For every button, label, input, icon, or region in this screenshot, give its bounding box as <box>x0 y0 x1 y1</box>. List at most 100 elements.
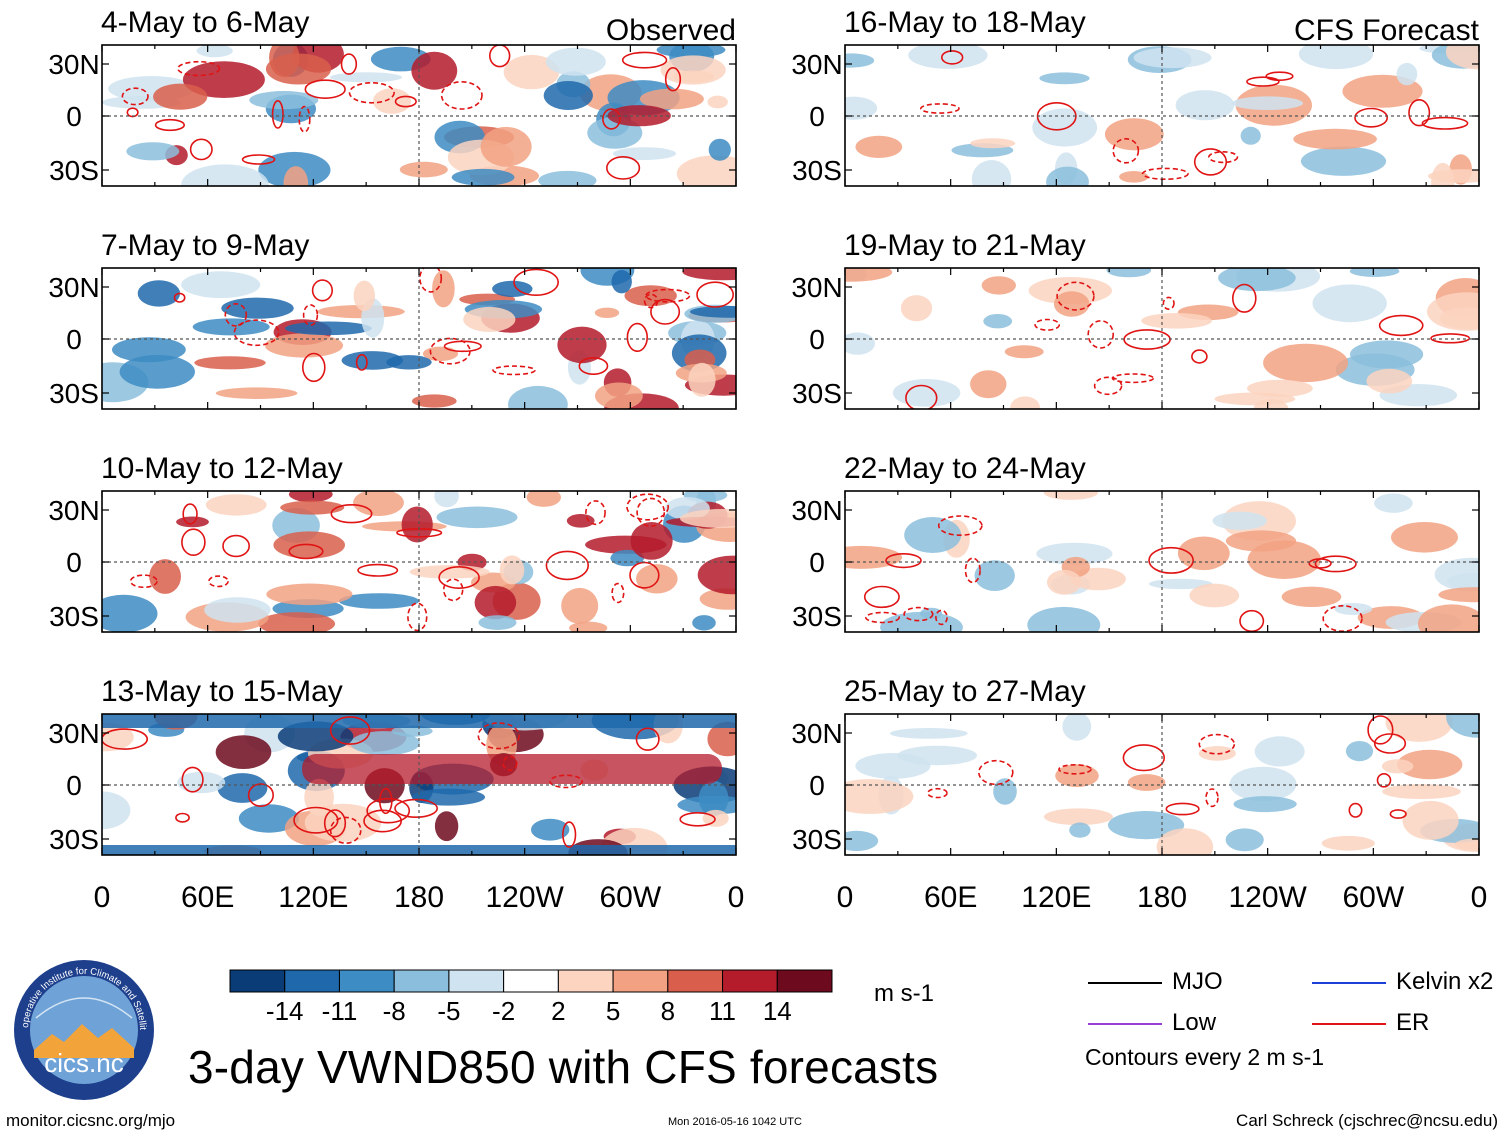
anomaly-blob <box>196 45 233 58</box>
colorbar-swatch <box>776 969 833 993</box>
anomaly-blob <box>845 830 879 851</box>
er-contour <box>301 352 326 383</box>
anomaly-blob <box>707 95 728 109</box>
er-contour <box>1198 733 1236 755</box>
map-panel-3: 30N 0 30S 10-May to 12-May <box>48 452 737 633</box>
colorbar-units: m s-1 <box>874 980 934 1007</box>
er-contours <box>102 716 716 848</box>
anomaly-blob <box>266 583 353 606</box>
anomaly-blob <box>1447 572 1479 590</box>
y-tick-label: 30S <box>792 155 842 186</box>
y-tick-label: 30S <box>49 601 99 632</box>
map-panel-6: 30N 0 30S 19-May to 21-May <box>791 229 1480 410</box>
x-tick-label: 120E <box>278 881 348 914</box>
er-contour <box>903 606 934 622</box>
er-contour <box>664 66 682 92</box>
footer-url[interactable]: monitor.cicsnc.org/mjo <box>6 1111 176 1130</box>
anomaly-blob <box>1047 569 1082 595</box>
er-contour <box>513 268 560 296</box>
x-tick-label: 120W <box>485 881 564 914</box>
y-tick-label: 0 <box>809 770 825 801</box>
anomaly-blob <box>265 53 332 85</box>
anomaly-blob <box>677 795 736 815</box>
anomaly-blob <box>1218 268 1296 292</box>
anomaly-blob <box>177 771 226 794</box>
anomaly-blob <box>624 285 677 307</box>
er-contour <box>329 816 362 844</box>
er-contour <box>102 728 148 750</box>
anomaly-blob <box>993 778 1017 805</box>
column-header: CFS Forecast <box>1294 14 1480 47</box>
er-contour <box>247 783 274 808</box>
er-contour <box>181 766 204 793</box>
y-tick-label: 30N <box>791 718 842 749</box>
anomaly-blob <box>1349 268 1400 277</box>
anomaly-field <box>845 491 1479 632</box>
anomaly-blob <box>1417 604 1479 632</box>
logo-orbit <box>35 997 133 1019</box>
anomaly-blob <box>970 138 1016 149</box>
anomaly-blob <box>1225 530 1297 552</box>
anomaly-blob <box>283 166 309 186</box>
cics-logo[interactable]: Cooperative Institute for Climate and Sa… <box>12 958 156 1102</box>
anomaly-field <box>845 45 1479 186</box>
er-contour <box>650 298 681 325</box>
anomaly-blob <box>215 735 272 769</box>
anomaly-blob <box>285 321 372 336</box>
er-contour <box>302 304 319 326</box>
anomaly-blob <box>126 142 180 161</box>
anomaly-blob <box>611 270 632 294</box>
y-tick-label: 30N <box>48 495 99 526</box>
legend-label-mjo: MJO <box>1172 968 1223 995</box>
anomaly-blob <box>607 105 671 127</box>
er-contour <box>181 528 206 557</box>
er-contours <box>920 50 1469 181</box>
anomaly-blob <box>330 72 403 83</box>
anomaly-blob <box>1069 822 1091 838</box>
anomaly-blob <box>561 587 599 624</box>
map-panel-1: 30N 0 30S 4-May to 6-May Observed <box>48 6 737 187</box>
er-contour <box>605 155 641 180</box>
panel-title: 13-May to 15-May <box>101 675 343 708</box>
er-contour <box>298 105 311 133</box>
anomaly-blob <box>1062 714 1092 741</box>
anomaly-blob <box>692 615 716 631</box>
er-contour <box>173 292 186 303</box>
x-tick-label: 0 <box>94 881 111 914</box>
anomaly-blob <box>409 565 490 579</box>
anomaly-blob <box>1454 838 1479 851</box>
colorbar-swatch <box>229 969 286 993</box>
anomaly-blob <box>508 385 568 409</box>
colorbar-tick-label: -11 <box>322 996 358 1026</box>
anomaly-blob <box>708 138 731 161</box>
panel-title: 10-May to 12-May <box>101 452 343 485</box>
anomaly-blob <box>904 517 962 553</box>
anomaly-blob <box>1053 291 1090 317</box>
map-panel-2: 30N 0 30S 7-May to 9-May <box>48 229 737 410</box>
anomaly-blob <box>182 61 265 98</box>
anomaly-blob <box>1391 522 1458 553</box>
anomaly-blob <box>1141 313 1212 329</box>
anomaly-blob <box>1189 583 1240 608</box>
er-contour <box>1308 558 1332 569</box>
anomaly-blob <box>630 522 673 560</box>
anomaly-blob <box>474 585 517 620</box>
er-contour <box>329 716 371 745</box>
er-contour <box>626 493 670 521</box>
anomaly-blob <box>217 773 268 803</box>
er-contour <box>477 722 520 750</box>
y-tick-label: 30S <box>792 824 842 855</box>
anomaly-blob <box>1106 268 1152 278</box>
legend-label-er: ER <box>1396 1009 1430 1036</box>
column-header: Observed <box>606 14 736 47</box>
er-contour <box>1093 376 1123 396</box>
er-contour <box>175 812 190 823</box>
anomaly-blob <box>673 70 715 83</box>
y-tick-label: 30N <box>48 718 99 749</box>
anomaly-blob <box>1439 307 1479 330</box>
er-contour <box>224 302 248 327</box>
er-contour <box>330 504 373 524</box>
er-contour <box>126 107 139 118</box>
er-contour <box>189 138 213 161</box>
